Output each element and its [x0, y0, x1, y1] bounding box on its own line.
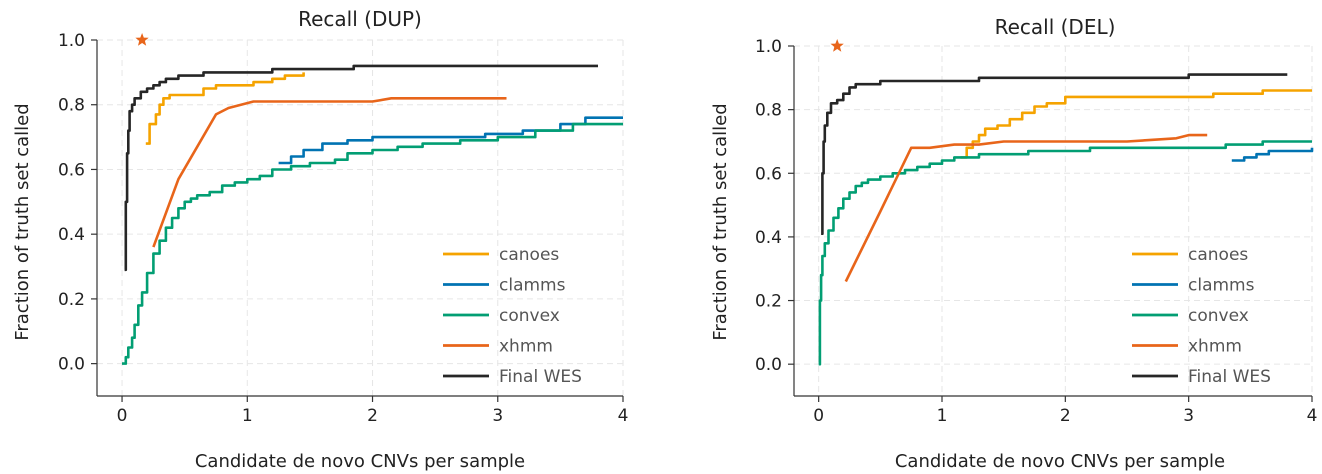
legend-label: xhmm — [1188, 337, 1242, 357]
y-tick-label: 0.8 — [58, 96, 85, 116]
legend-item: clamms — [443, 276, 566, 296]
legend-item: xhmm — [443, 337, 553, 357]
y-tick-label: 0.8 — [755, 101, 782, 121]
y-tick-label: 1.0 — [58, 31, 85, 51]
legend-item: canoes — [1132, 245, 1248, 265]
y-tick-label: 0.6 — [755, 164, 782, 184]
star-marker — [830, 39, 844, 52]
x-tick-label: 3 — [1183, 406, 1194, 426]
y-tick-label: 0.2 — [58, 290, 85, 310]
series-line-final-wes — [821, 73, 1288, 235]
legend-item: convex — [1132, 306, 1249, 326]
legend-item: Final WES — [1132, 367, 1271, 387]
legend-label: convex — [499, 306, 560, 326]
x-tick-label: 0 — [813, 406, 824, 426]
legend-item: canoes — [443, 245, 559, 265]
x-tick-label: 0 — [117, 406, 128, 426]
y-tick-label: 0.4 — [755, 228, 782, 248]
chart-title: Recall (DUP) — [298, 7, 422, 31]
y-axis-label: Fraction of truth set called — [710, 103, 731, 340]
x-tick-label: 1 — [937, 406, 948, 426]
y-tick-label: 1.0 — [755, 37, 782, 57]
recall-dup-chart: Recall (DUP) Fraction of truth set calle… — [12, 7, 628, 472]
legend-label: Final WES — [499, 367, 582, 387]
x-tick-label: 2 — [1060, 406, 1071, 426]
legend-label: clamms — [499, 276, 566, 296]
legend-item: clamms — [1132, 276, 1255, 296]
recall-del-chart: Recall (DEL) Fraction of truth set calle… — [710, 15, 1317, 472]
x-tick-label: 2 — [367, 406, 378, 426]
series-line-xhmm — [152, 97, 507, 248]
y-tick-label: 0.0 — [58, 355, 85, 375]
series-line-canoes — [145, 72, 305, 145]
series-line-final-wes — [124, 64, 598, 272]
x-tick-label: 4 — [618, 406, 629, 426]
x-axis-label: Candidate de novo CNVs per sample — [195, 451, 525, 472]
legend-label: xhmm — [499, 337, 553, 357]
legend-item: Final WES — [443, 367, 582, 387]
legend-label: convex — [1188, 306, 1249, 326]
y-tick-label: 0.4 — [58, 225, 85, 245]
y-tick-label: 0.2 — [755, 292, 782, 312]
legend-label: canoes — [499, 245, 559, 265]
series-line-convex — [122, 122, 623, 365]
star-marker — [135, 33, 149, 46]
y-tick-label: 0.0 — [755, 355, 782, 375]
x-tick-label: 1 — [242, 406, 253, 426]
series-line-canoes — [960, 89, 1312, 159]
legend-label: Final WES — [1188, 367, 1271, 387]
series-line-clamms — [1231, 147, 1314, 162]
series-line-clamms — [278, 116, 623, 165]
legend-item: convex — [443, 306, 560, 326]
y-tick-label: 0.6 — [58, 160, 85, 180]
x-tick-label: 3 — [492, 406, 503, 426]
series-line-xhmm — [844, 133, 1208, 283]
chart-title: Recall (DEL) — [995, 15, 1116, 39]
y-axis-label: Fraction of truth set called — [12, 103, 33, 340]
x-tick-label: 4 — [1307, 406, 1318, 426]
series-line-convex — [818, 140, 1312, 366]
legend-label: clamms — [1188, 276, 1255, 296]
x-axis-label: Candidate de novo CNVs per sample — [895, 451, 1225, 472]
legend-item: xhmm — [1132, 337, 1242, 357]
legend-label: canoes — [1188, 245, 1248, 265]
